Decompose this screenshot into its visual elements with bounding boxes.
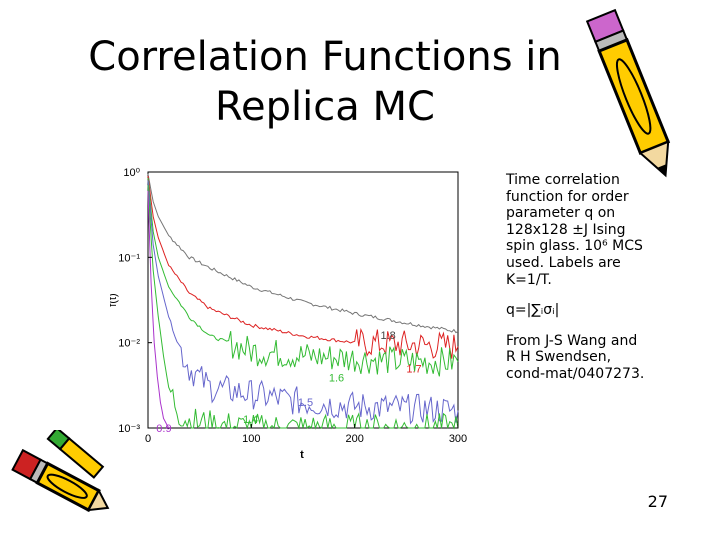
description-panel: Time correlation function for order para… [506, 172, 646, 397]
page-number: 27 [647, 492, 668, 511]
series-line-1-4 [147, 185, 459, 430]
series-line-1-8 [147, 173, 459, 334]
series-line-1-5 [147, 180, 459, 425]
correlation-chart: 0 100 200 300 10⁰ 10⁻¹ 10⁻² 10⁻³ 1.8 1.7 1.6 1.5 1.… [110, 167, 467, 458]
title-line-2: Replica MC [215, 84, 435, 130]
x-axis-label: t [300, 449, 304, 458]
y-tick-label: 10⁻² [118, 338, 140, 350]
series-label-1-6: 1.6 [329, 373, 344, 385]
title-line-1: Correlation Functions in [88, 34, 562, 80]
y-tick-label: 10⁻³ [118, 423, 140, 435]
series-line-1-6 [147, 177, 459, 377]
pencil-icon-bottom-left [11, 430, 110, 513]
description-para-3: From J-S Wang and R H Swendsen, cond-mat… [506, 332, 645, 382]
pencil-icon-top-right [585, 8, 671, 178]
x-tick-label: 0 [145, 433, 151, 445]
x-tick-label: 200 [345, 433, 363, 445]
y-tick-label: 10⁰ [123, 167, 140, 179]
series-line-1-7 [147, 175, 459, 359]
series-label-1-4: 1.4 [243, 414, 258, 426]
x-tick-label: 100 [242, 433, 260, 445]
slide-title: Correlation Functions in Replica MC [40, 32, 610, 132]
series-label-1-7: 1.7 [406, 363, 421, 375]
series-label-1-5: 1.5 [298, 397, 313, 409]
series-label-1-8: 1.8 [381, 330, 396, 342]
y-tick-label: 10⁻¹ [118, 252, 140, 264]
series-label-0-9: 0.9 [156, 423, 171, 435]
series-line-0-9 [147, 190, 170, 429]
description-para-1: Time correlation function for order para… [506, 172, 643, 288]
description-para-2: q=|∑ᵢσᵢ| [506, 302, 560, 319]
x-tick-label: 300 [449, 433, 467, 445]
y-axis-label: f(t) [110, 293, 119, 306]
